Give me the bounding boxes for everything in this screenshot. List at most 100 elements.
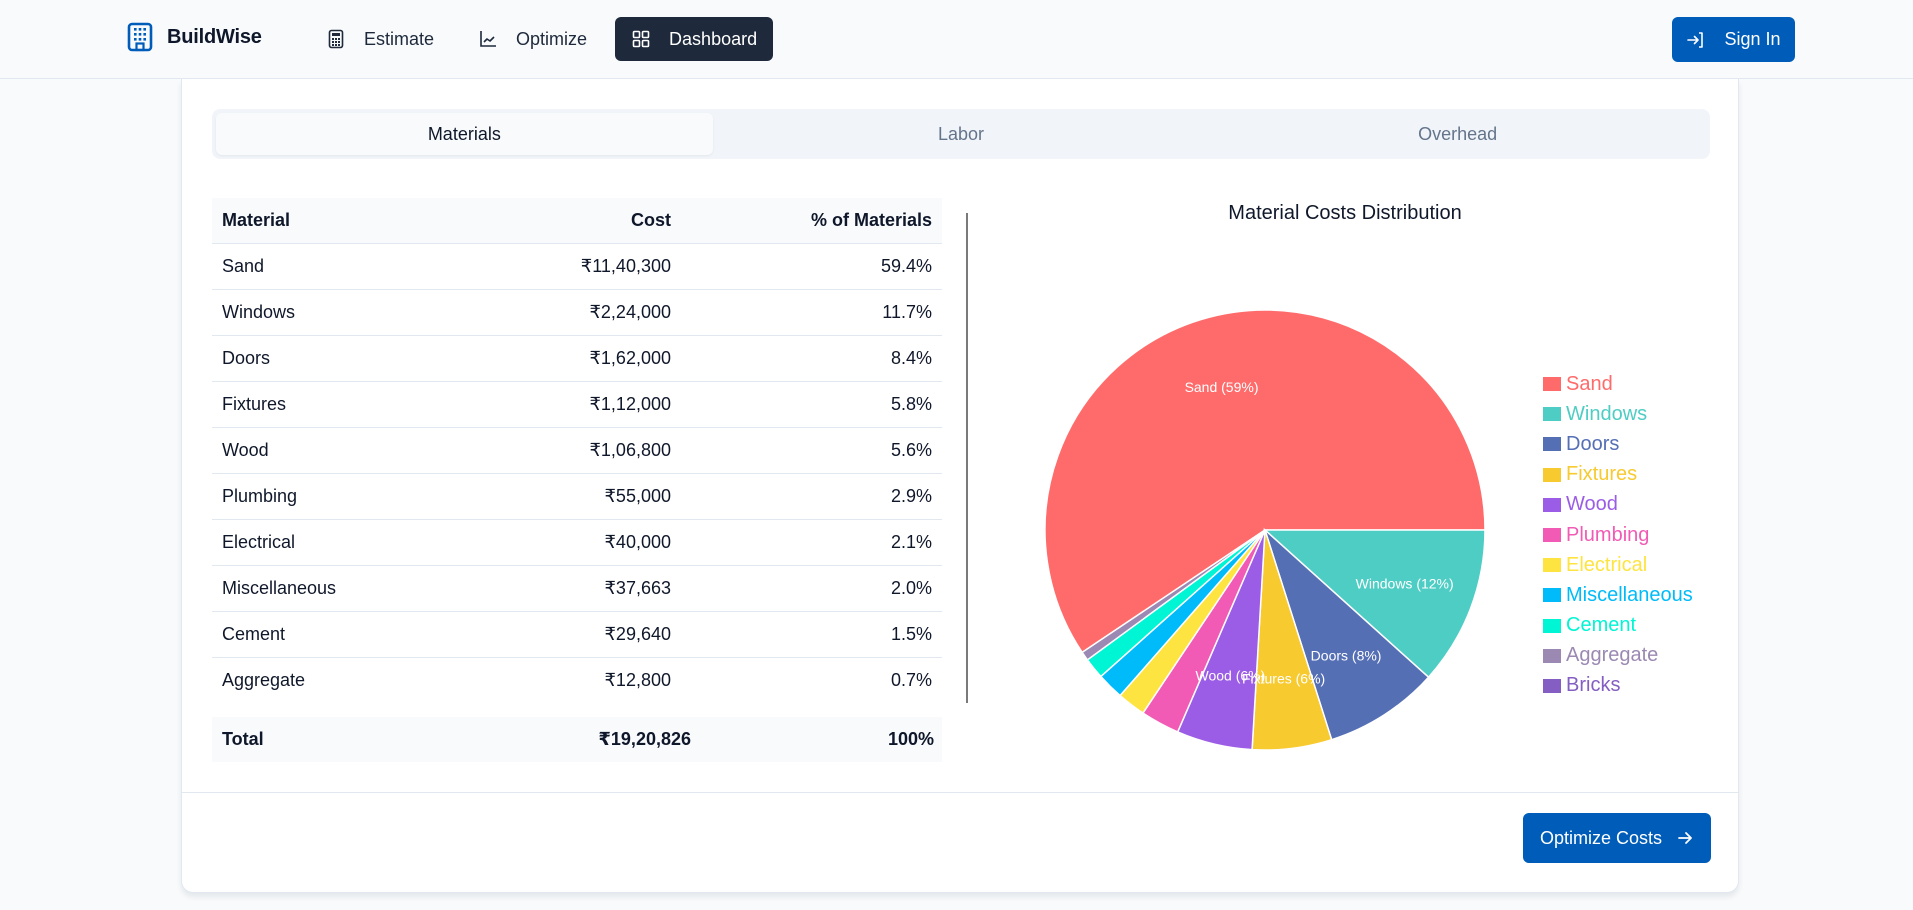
- sign-in-label: Sign In: [1724, 29, 1781, 49]
- pie-label-fixtures: Fixtures (6%): [1242, 670, 1325, 686]
- tab-labor[interactable]: Labor: [937, 123, 985, 144]
- cell-percent: 1.5%: [681, 611, 942, 658]
- pie-label-wood: Wood (6%): [1195, 668, 1265, 684]
- cell-percent: 5.6%: [681, 427, 942, 474]
- column-header-percent[interactable]: % of Materials: [810, 210, 932, 230]
- pie-slice-windows[interactable]: [1263, 529, 1486, 679]
- line-chart-icon: [480, 31, 497, 47]
- pie-label-windows: Windows (12%): [1356, 576, 1454, 592]
- legend-item[interactable]: Electrical: [1543, 550, 1693, 580]
- table-row: Electrical ₹40,000 2.1%: [212, 519, 942, 566]
- legend-swatch: [1543, 528, 1561, 543]
- legend-item[interactable]: Cement: [1543, 611, 1693, 641]
- legend-label: Doors: [1566, 432, 1620, 455]
- legend-item[interactable]: Fixtures: [1543, 460, 1693, 490]
- table-row: Miscellaneous ₹37,663 2.0%: [212, 565, 942, 612]
- legend-label: Plumbing: [1566, 523, 1650, 546]
- cell-material: Fixtures: [212, 381, 442, 428]
- materials-table-container[interactable]: Material Cost % of Materials Sand ₹11,40,…: [212, 198, 968, 703]
- legend-item[interactable]: Windows: [1543, 399, 1693, 429]
- cell-percent: 8.4%: [681, 335, 942, 382]
- cell-percent: 11.7%: [681, 289, 942, 336]
- cost-tabs: Materials Labor Overhead: [212, 109, 1710, 159]
- chart-legend: Sand Windows Doors Fixtures Wood Plumbing Elec…: [1543, 369, 1693, 701]
- cell-material: Sand: [212, 243, 442, 290]
- legend-label: Wood: [1566, 493, 1618, 516]
- nav-estimate[interactable]: Estimate: [310, 17, 450, 61]
- legend-label: Aggregate: [1566, 644, 1659, 667]
- pie-slice-sand[interactable]: [1044, 309, 1486, 654]
- legend-label: Fixtures: [1566, 463, 1638, 486]
- tab-materials[interactable]: Materials: [216, 113, 713, 155]
- cell-material: Wood: [212, 427, 442, 474]
- legend-item[interactable]: Plumbing: [1543, 520, 1693, 550]
- brand-name: BuildWise: [167, 25, 262, 48]
- pie-slice-aggregate[interactable]: [1081, 529, 1266, 661]
- cell-cost: ₹11,40,300: [442, 243, 681, 290]
- grid-icon: [632, 30, 650, 48]
- cell-percent: 5.8%: [681, 381, 942, 428]
- log-in-icon: [1687, 31, 1704, 48]
- sign-in-button[interactable]: Sign In: [1672, 17, 1795, 62]
- cell-material: Aggregate: [212, 657, 442, 703]
- legend-item[interactable]: Doors: [1543, 429, 1693, 459]
- legend-swatch: [1543, 377, 1561, 392]
- pie-label-sand: Sand (59%): [1185, 379, 1259, 395]
- cell-percent: 2.1%: [681, 519, 942, 566]
- table-row: Doors ₹1,62,000 8.4%: [212, 335, 942, 382]
- main-nav: Estimate Optimize Dashboard: [310, 17, 774, 61]
- cell-material: Electrical: [212, 519, 442, 566]
- table-row: Aggregate ₹12,800 0.7%: [212, 657, 942, 703]
- legend-swatch: [1543, 648, 1561, 663]
- table-row: Fixtures ₹1,12,000 5.8%: [212, 381, 942, 428]
- cell-percent: 2.0%: [681, 565, 942, 612]
- legend-label: Sand: [1566, 372, 1613, 395]
- cell-material: Plumbing: [212, 473, 442, 520]
- table-row: Plumbing ₹55,000 2.9%: [212, 473, 942, 520]
- legend-swatch: [1543, 497, 1561, 512]
- chart-title: Material Costs Distribution: [1228, 202, 1462, 224]
- cell-material: Doors: [212, 335, 442, 382]
- legend-swatch: [1543, 618, 1561, 633]
- legend-swatch: [1543, 558, 1561, 573]
- legend-item[interactable]: Wood: [1543, 490, 1693, 520]
- cell-material: Windows: [212, 289, 442, 336]
- cell-cost: ₹29,640: [442, 611, 681, 658]
- optimize-costs-button[interactable]: Optimize Costs: [1523, 813, 1711, 863]
- nav-optimize-label: Optimize: [516, 28, 588, 49]
- table-scrollbar[interactable]: [966, 213, 968, 703]
- legend-label: Miscellaneous: [1566, 583, 1693, 606]
- cell-cost: ₹12,800: [442, 657, 681, 703]
- cell-percent: 0.7%: [681, 657, 942, 703]
- column-header-cost[interactable]: Cost: [631, 210, 671, 230]
- legend-item[interactable]: Sand: [1543, 369, 1693, 399]
- cell-percent: 59.4%: [681, 243, 942, 290]
- pie-slice-doors[interactable]: [1263, 527, 1430, 741]
- cell-percent: 2.9%: [681, 473, 942, 520]
- cell-cost: ₹55,000: [442, 473, 681, 520]
- nav-dashboard[interactable]: Dashboard: [615, 17, 774, 61]
- cell-cost: ₹1,12,000: [442, 381, 681, 428]
- calculator-icon: [328, 29, 344, 49]
- nav-estimate-label: Estimate: [364, 28, 435, 49]
- cell-material: Cement: [212, 611, 442, 658]
- cell-cost: ₹1,62,000: [442, 335, 681, 382]
- cell-cost: ₹2,24,000: [442, 289, 681, 336]
- tab-overhead[interactable]: Overhead: [1418, 123, 1498, 144]
- table-row: Cement ₹29,640 1.5%: [212, 611, 942, 658]
- total-label: Total: [222, 729, 264, 749]
- legend-item[interactable]: Bricks: [1543, 671, 1693, 701]
- column-header-material[interactable]: Material: [222, 210, 291, 230]
- table-row: Wood ₹1,06,800 5.6%: [212, 427, 942, 474]
- legend-swatch: [1543, 437, 1561, 452]
- table-row: Sand ₹11,40,300 59.4%: [212, 243, 942, 290]
- brand-logo[interactable]: BuildWise: [127, 22, 262, 52]
- legend-item[interactable]: Aggregate: [1543, 641, 1693, 671]
- cell-cost: ₹40,000: [442, 519, 681, 566]
- legend-label: Electrical: [1566, 553, 1648, 576]
- nav-optimize[interactable]: Optimize: [462, 17, 603, 61]
- nav-dashboard-label: Dashboard: [669, 28, 758, 49]
- legend-item[interactable]: Miscellaneous: [1543, 580, 1693, 610]
- total-cost: ₹19,20,826: [598, 729, 691, 749]
- legend-swatch: [1543, 467, 1561, 482]
